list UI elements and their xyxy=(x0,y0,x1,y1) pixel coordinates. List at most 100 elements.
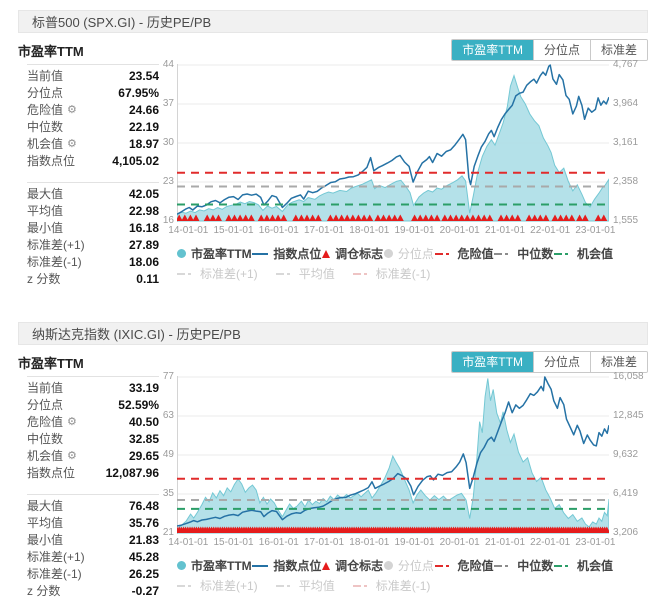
stat-value: 26.25 xyxy=(128,567,159,581)
legend-item-标准差(-1)[interactable]: 标准差(-1) xyxy=(352,577,430,594)
legend-row: 市盈率TTM 指数点位 调仓标志 分位点 危险值 中位数 机会值 xyxy=(177,245,613,262)
y-axis-tick: 21 xyxy=(162,527,174,538)
x-axis-tick: 17-01-01 xyxy=(303,225,345,236)
triangle-marker-icon xyxy=(322,561,331,570)
legend-item-调仓标志[interactable]: 调仓标志 xyxy=(322,557,383,574)
gear-icon[interactable]: ⚙ xyxy=(67,138,77,150)
x-axis-tick: 16-01-01 xyxy=(258,537,299,548)
tab-市盈率TTM[interactable]: 市盈率TTM xyxy=(452,352,533,372)
stat-value: 23.54 xyxy=(128,69,159,83)
tab-group: 市盈率TTM 分位点 标准差 xyxy=(451,351,648,373)
x-axis-tick: 21-01-01 xyxy=(484,225,526,236)
stat-label: 中位数 xyxy=(27,120,64,134)
tab-group: 市盈率TTM 分位点 标准差 xyxy=(451,39,648,61)
legend-item-市盈率TTM[interactable]: 市盈率TTM xyxy=(177,557,252,574)
legend-item-分位点[interactable]: 分位点 xyxy=(383,245,434,262)
gear-icon[interactable]: ⚙ xyxy=(67,416,77,428)
dashed-line-icon xyxy=(434,252,453,255)
legend-item-平均值[interactable]: 平均值 xyxy=(275,265,335,282)
y-axis-tick: 16 xyxy=(162,215,174,226)
stat-row: 最大值 42.05 xyxy=(27,186,159,203)
x-axis-tick: 20-01-01 xyxy=(439,225,480,236)
tab-标准差[interactable]: 标准差 xyxy=(589,352,647,372)
chart-plot[interactable] xyxy=(177,376,609,534)
legend-item-机会值[interactable]: 机会值 xyxy=(553,557,613,574)
legend-item-标准差(+1)[interactable]: 标准差(+1) xyxy=(177,265,258,282)
stat-row: 最小值 21.83 xyxy=(27,532,159,549)
stat-label: 分位点 xyxy=(27,86,64,100)
stats-block-extremes: 最大值 76.48 平均值 35.76 最小值 21.83 标准差(+1) 45.28 标准差(… xyxy=(27,494,159,600)
legend-item-指数点位[interactable]: 指数点位 xyxy=(252,245,321,262)
stats-block-extremes: 最大值 42.05 平均值 22.98 最小值 16.18 标准差(+1) 27.89 标准差(… xyxy=(27,182,159,288)
legend-label: 调仓标志 xyxy=(335,247,384,261)
stat-value: 18.06 xyxy=(128,255,159,269)
y-axis-tick: 49 xyxy=(162,449,174,460)
stat-label: 标准差(+1) xyxy=(27,238,85,252)
legend-item-机会值[interactable]: 机会值 xyxy=(553,245,613,262)
stats-panel: 当前值 23.54 分位点 67.95% 危险值 ⚙ 24.66 中位数 22.19 机会值 ⚙ 18… xyxy=(18,64,159,300)
stat-value: 12,087.96 xyxy=(105,466,159,480)
panel-ixic-pe: 纳斯达克指数 (IXIC.GI) - 历史PE/PB 市盈率TTM 市盈率TTM… xyxy=(0,322,655,612)
stat-row: 分位点 52.59% xyxy=(27,397,159,414)
stat-row: 机会值 ⚙ 18.97 xyxy=(27,136,159,153)
legend-item-标准差(-1)[interactable]: 标准差(-1) xyxy=(352,265,431,282)
dashed-line-icon xyxy=(275,272,294,275)
stat-row: 分位点 67.95% xyxy=(27,85,159,102)
stat-row: 标准差(-1) 18.06 xyxy=(27,254,159,271)
stat-value: 4,105.02 xyxy=(112,154,159,168)
legend-item-危险值[interactable]: 危险值 xyxy=(434,557,494,574)
panel-title: 标普500 (SPX.GI) - 历史PE/PB xyxy=(18,10,648,33)
legend-item-指数点位[interactable]: 指数点位 xyxy=(252,557,321,574)
legend-label: 标准差(-1) xyxy=(375,267,431,281)
stat-value: 67.95% xyxy=(118,86,159,100)
tab-市盈率TTM[interactable]: 市盈率TTM xyxy=(452,40,533,60)
x-axis-tick: 14-01-01 xyxy=(168,537,209,548)
y-axis-tick: 9,632 xyxy=(613,449,639,460)
legend-item-调仓标志[interactable]: 调仓标志 xyxy=(322,245,383,262)
legend-item-中位数[interactable]: 中位数 xyxy=(494,245,553,262)
stats-panel: 当前值 33.19 分位点 52.59% 危险值 ⚙ 40.50 中位数 32.85 机会值 ⚙ 29… xyxy=(18,376,159,612)
tab-分位点[interactable]: 分位点 xyxy=(532,40,590,60)
y-axis-tick: 4,767 xyxy=(613,59,639,70)
legend-item-分位点[interactable]: 分位点 xyxy=(383,557,434,574)
stat-value: 32.85 xyxy=(128,432,159,446)
panel-spx-pe: 标普500 (SPX.GI) - 历史PE/PB 市盈率TTM 市盈率TTM 分位… xyxy=(0,10,655,300)
stat-value: 27.89 xyxy=(128,238,159,252)
legend-item-市盈率TTM[interactable]: 市盈率TTM xyxy=(177,245,252,262)
x-axis-tick: 16-01-01 xyxy=(258,225,299,236)
x-axis-tick: 19-01-01 xyxy=(394,225,435,236)
x-axis-tick: 18-01-01 xyxy=(349,537,390,548)
chart-area: 44 37 30 23 16 4,767 3,964 3,161 2,358 1,555 14-… xyxy=(159,59,654,281)
legend-row: 标准差(+1) 平均值 标准差(-1) xyxy=(177,265,613,282)
stat-label: 机会值 xyxy=(27,449,64,463)
legend-item-危险值[interactable]: 危险值 xyxy=(434,245,494,262)
chart-legend: 市盈率TTM 指数点位 调仓标志 分位点 危险值 中位数 机会值 标准差(+1) 平均值 标准差(… xyxy=(177,245,613,285)
triangle-marker-icon xyxy=(322,249,331,258)
stat-label: 指数点位 xyxy=(27,154,76,168)
tab-标准差[interactable]: 标准差 xyxy=(589,40,647,60)
chart-plot[interactable] xyxy=(177,64,609,222)
tab-分位点[interactable]: 分位点 xyxy=(532,352,590,372)
stat-label: 平均值 xyxy=(27,516,64,530)
stat-row: 标准差(-1) 26.25 xyxy=(27,566,159,583)
stat-value: 0.11 xyxy=(136,272,159,286)
stat-row: z 分数 -0.27 xyxy=(27,583,159,600)
series-line-icon xyxy=(252,252,269,255)
legend-item-中位数[interactable]: 中位数 xyxy=(494,557,553,574)
y-axis-tick: 6,419 xyxy=(613,488,639,499)
legend-item-标准差(+1)[interactable]: 标准差(+1) xyxy=(177,577,258,594)
legend-item-平均值[interactable]: 平均值 xyxy=(275,577,335,594)
y-axis-tick: 63 xyxy=(162,410,174,421)
stat-row: 最小值 16.18 xyxy=(27,220,159,237)
stat-value: 22.98 xyxy=(128,204,159,218)
stat-row: 指数点位 12,087.96 xyxy=(27,465,159,482)
stat-value: 22.19 xyxy=(128,120,159,134)
legend-label: 平均值 xyxy=(298,267,335,281)
dashed-line-icon xyxy=(434,564,453,567)
stat-label: 标准差(-1) xyxy=(27,255,82,269)
stat-label: 机会值 xyxy=(27,137,64,151)
x-axis-tick: 20-01-01 xyxy=(439,537,480,548)
legend-label: 机会值 xyxy=(576,247,613,261)
gear-icon[interactable]: ⚙ xyxy=(67,450,77,462)
gear-icon[interactable]: ⚙ xyxy=(67,104,77,116)
